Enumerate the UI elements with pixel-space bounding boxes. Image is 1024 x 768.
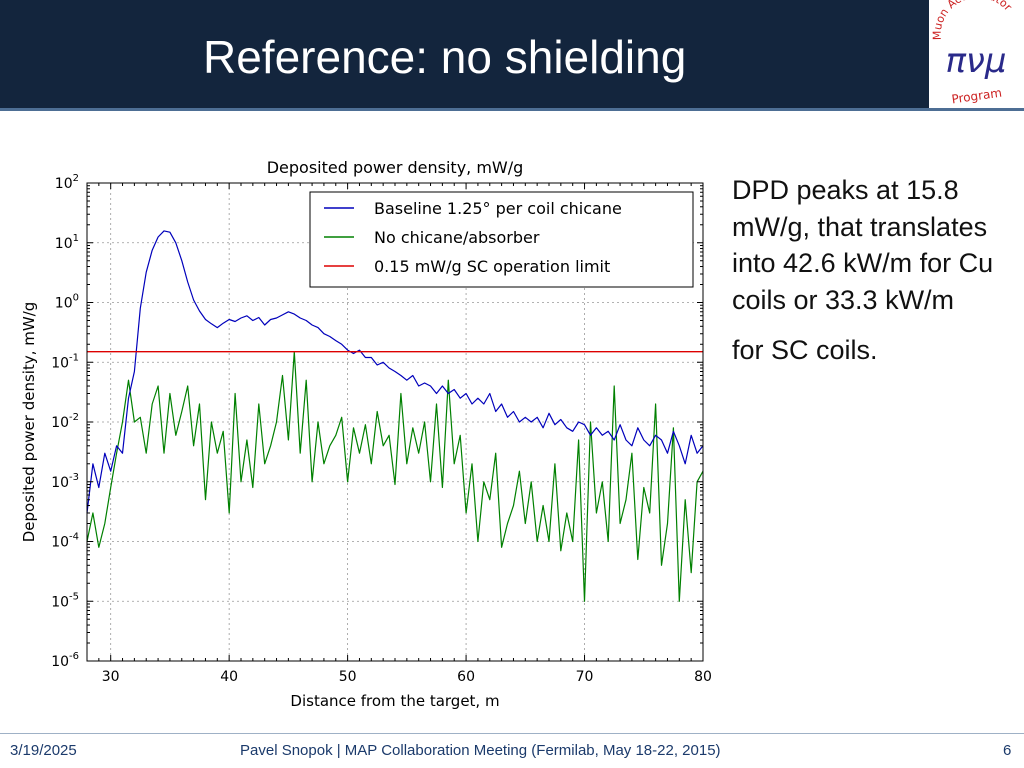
y-tick-label: 10-6	[51, 651, 79, 670]
x-tick-label: 40	[220, 669, 238, 685]
y-tick-label: 100	[55, 293, 79, 312]
slide-header	[0, 0, 1024, 108]
x-tick-label: 60	[457, 669, 475, 685]
logo-glyphs: πνμ	[945, 41, 1006, 81]
y-tick-label: 10-4	[51, 532, 79, 551]
y-tick-label: 10-3	[51, 472, 79, 491]
chart-series	[86, 230, 704, 602]
logo-bottom-text: Program	[951, 86, 1003, 107]
side-text: DPD peaks at 15.8 mW/g, that translates …	[732, 172, 1012, 369]
series-line-0	[86, 230, 704, 514]
legend-label: 0.15 mW/g SC operation limit	[374, 257, 610, 276]
map-logo: Muon Accelerator πνμ Program	[929, 0, 1024, 108]
footer-page-number: 6	[1003, 742, 1012, 759]
side-text-paragraph-1: DPD peaks at 15.8 mW/g, that translates …	[732, 175, 994, 315]
y-axis-label: Deposited power density, mW/g	[20, 302, 38, 543]
footer-date: 3/19/2025	[10, 742, 77, 759]
legend-box	[309, 191, 694, 288]
chart-title: Deposited power density, mW/g	[267, 158, 524, 177]
y-tick-label: 10-1	[51, 352, 79, 371]
x-tick-label: 80	[694, 669, 712, 685]
legend-label: No chicane/absorber	[374, 228, 540, 247]
header-divider	[0, 108, 1024, 111]
slide-title: Reference: no shielding	[203, 31, 687, 83]
y-tick-label: 102	[55, 173, 79, 192]
y-tick-label: 10-2	[51, 412, 79, 431]
series-line-1	[86, 351, 704, 602]
dpd-chart: 30 40 50 60 70 80 10-6 10-5 10-4 10-3 10-2 10-1 100 1…	[20, 158, 712, 710]
chart-ticks: 30 40 50 60 70 80 10-6 10-5 10-4 10-3 10-2 10-1 100 1…	[51, 173, 712, 685]
logo-ring-text: Muon Accelerator	[931, 0, 1015, 40]
y-tick-label: 101	[55, 233, 79, 252]
x-axis-label: Distance from the target, m	[290, 692, 499, 710]
footer-center: Pavel Snopok | MAP Collaboration Meeting…	[240, 742, 721, 759]
x-tick-label: 30	[102, 669, 120, 685]
x-tick-label: 70	[576, 669, 594, 685]
x-tick-label: 50	[339, 669, 357, 685]
side-text-paragraph-2: for SC coils.	[732, 335, 878, 365]
y-tick-label: 10-5	[51, 591, 79, 610]
chart-legend: Baseline 1.25° per coil chicane No chican…	[309, 191, 694, 288]
footer-divider	[0, 733, 1024, 734]
legend-label: Baseline 1.25° per coil chicane	[374, 199, 622, 218]
